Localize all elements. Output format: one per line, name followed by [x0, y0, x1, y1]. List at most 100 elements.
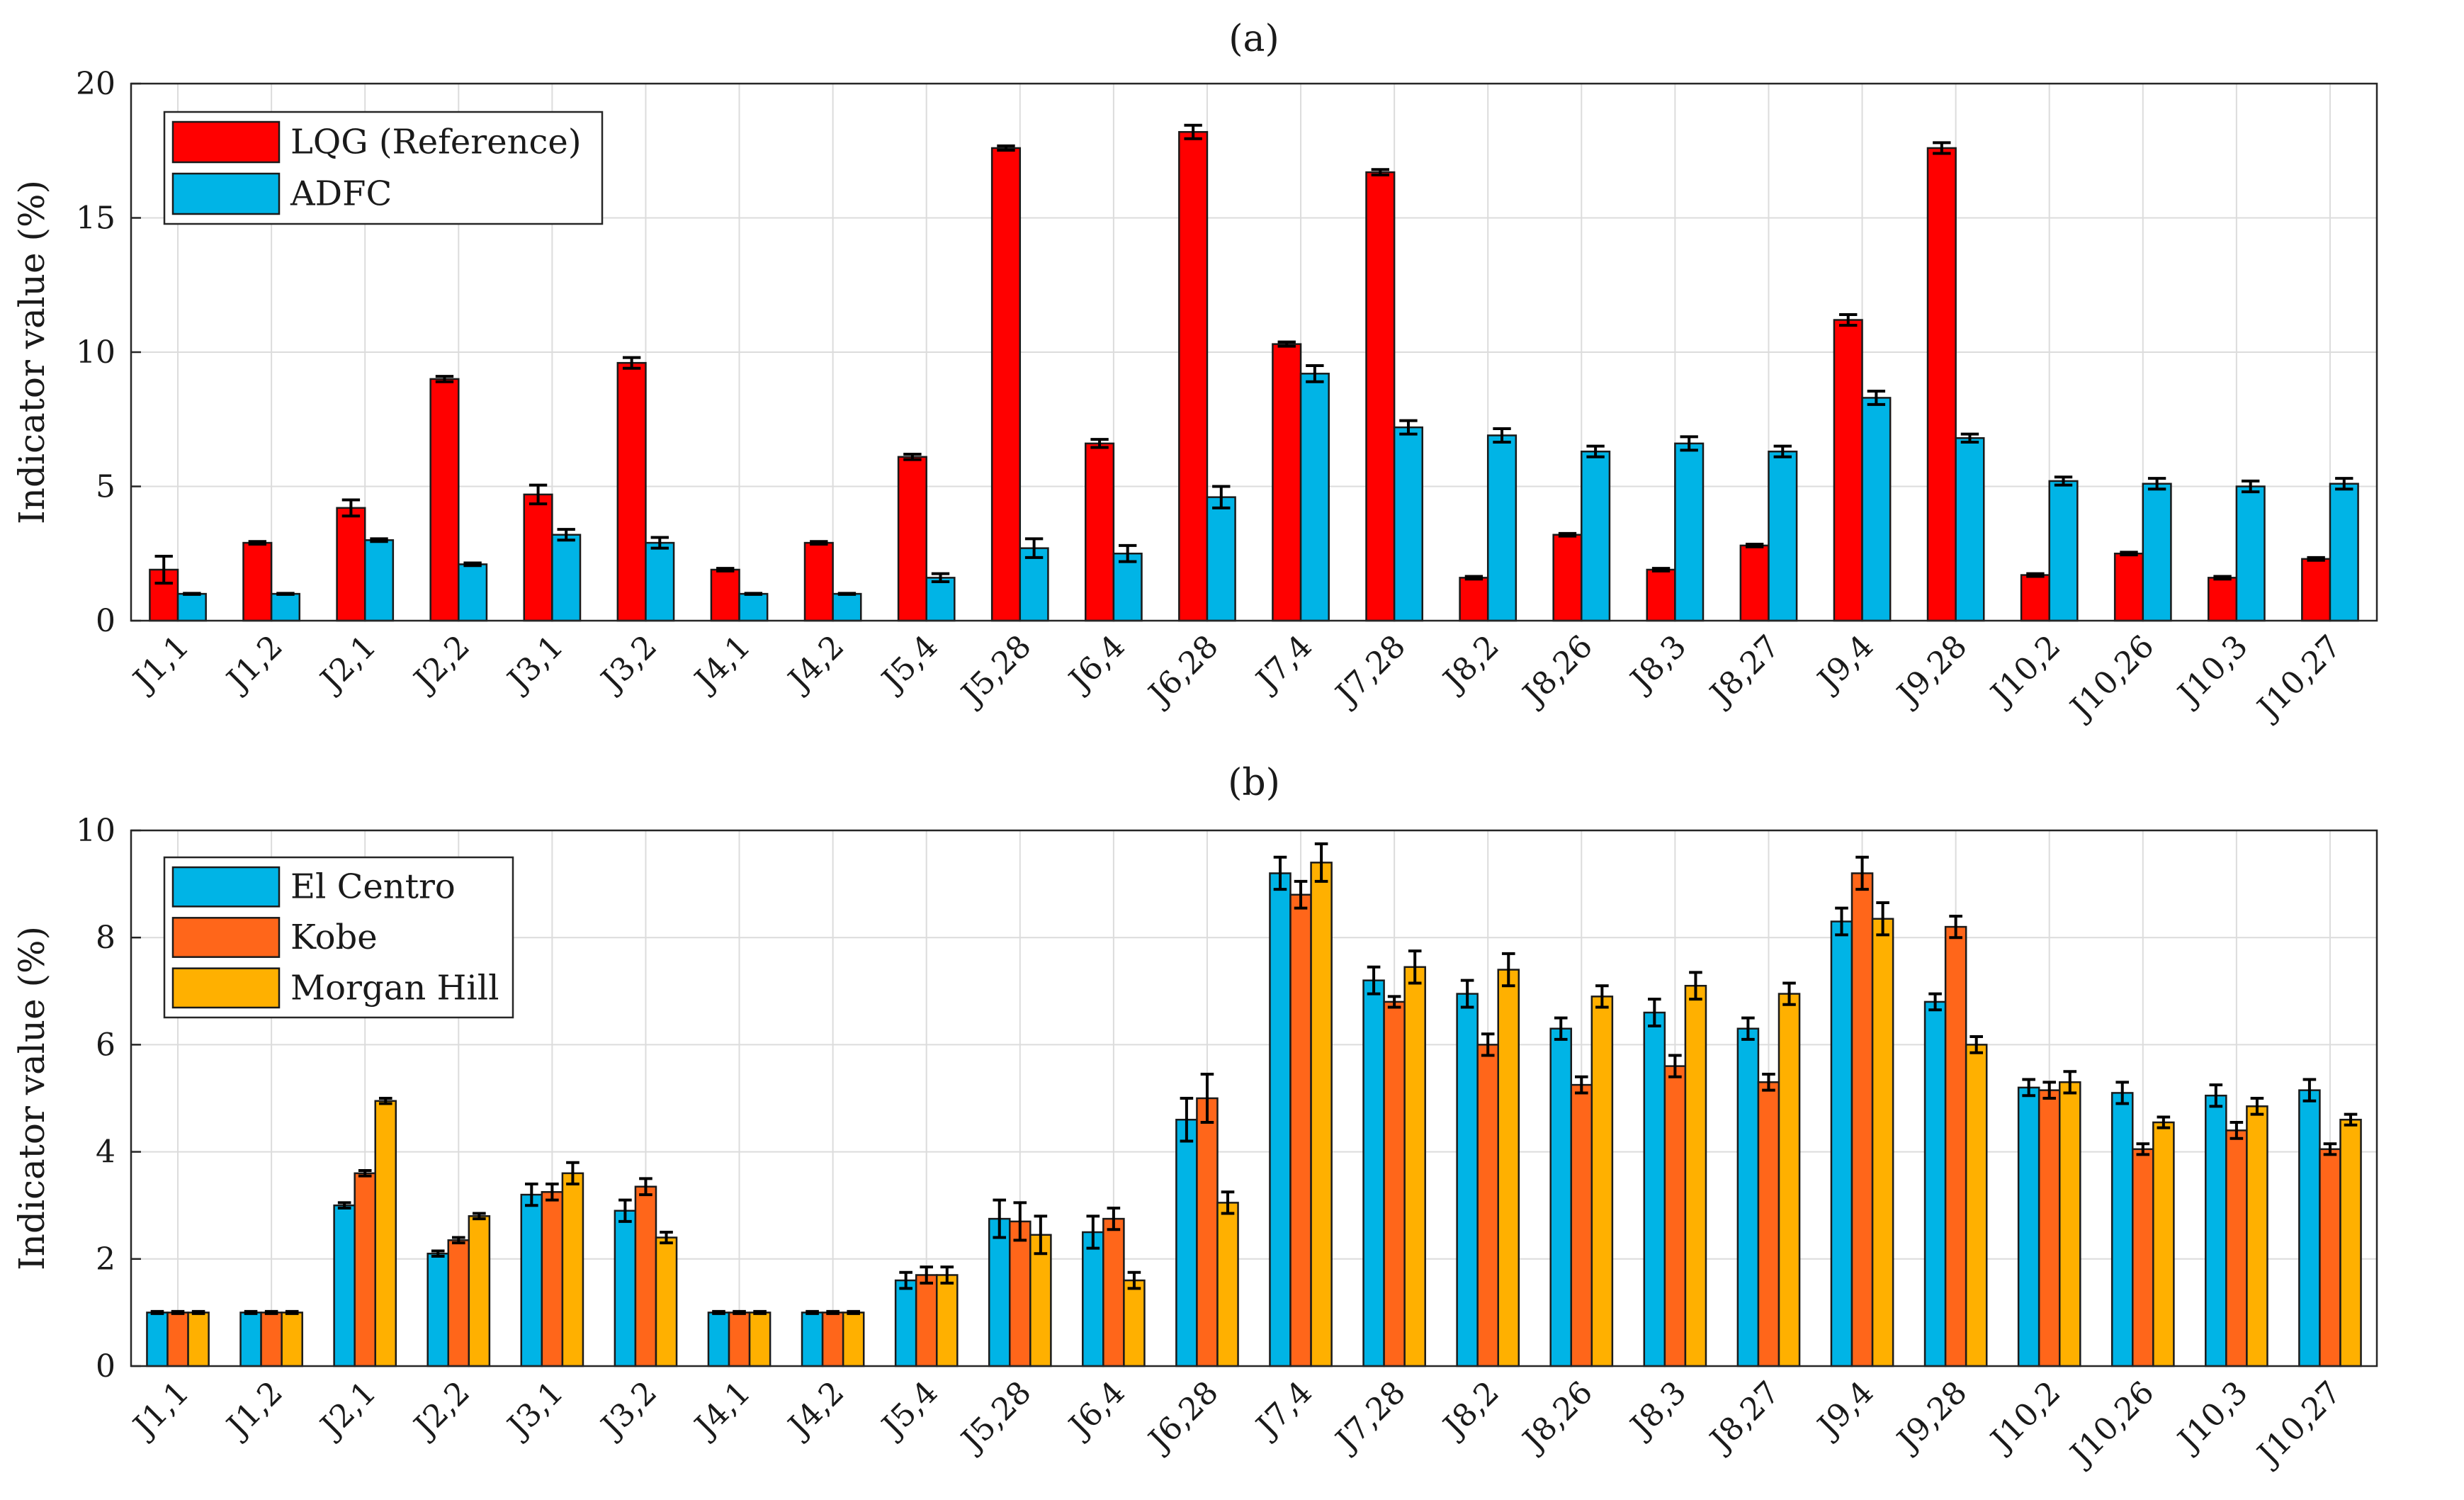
- chart-title: (a): [1228, 18, 1279, 60]
- legend-label: ADFC: [290, 174, 392, 214]
- bar: [1830, 920, 1853, 1368]
- bar: [616, 361, 647, 622]
- y-tick-label: 4: [96, 1134, 115, 1171]
- x-tick-label: J10,3: [2169, 1375, 2255, 1460]
- bar: [1674, 442, 1705, 622]
- bar: [2048, 480, 2079, 622]
- bar: [655, 1236, 678, 1368]
- legend-label: El Centro: [290, 867, 456, 907]
- x-tick-label: J4,2: [780, 628, 852, 700]
- bar: [1581, 450, 1611, 622]
- bar: [990, 147, 1022, 622]
- bar: [551, 534, 582, 622]
- x-tick-label: J10,2: [1982, 1375, 2068, 1460]
- chart-panel-b: 0 2 4 6 8 10 J1,1 J1,2 J2,1 J2,2 J3,1 J3,2 J4,1 J4,2 J…: [11, 762, 2378, 1474]
- bar: [1739, 544, 1770, 622]
- bar: [2142, 483, 2172, 622]
- y-tick-label: 20: [76, 66, 115, 102]
- legend-label: Kobe: [290, 918, 378, 957]
- legend-label: LQG (Reference): [290, 123, 582, 162]
- bar: [270, 592, 300, 622]
- bar: [1196, 1097, 1219, 1368]
- bar: [447, 1239, 470, 1368]
- bar: [1552, 534, 1583, 622]
- bar: [1646, 568, 1676, 622]
- y-tick-label: 8: [96, 920, 115, 956]
- bar: [458, 563, 488, 622]
- x-tick-label: J3,2: [592, 1375, 664, 1446]
- bar: [1861, 397, 1892, 622]
- plot-frame: [130, 82, 2378, 622]
- bar: [1178, 130, 1209, 622]
- x-tick-label: J8,27: [1702, 1375, 1787, 1460]
- bar: [2205, 1094, 2227, 1368]
- bar: [1590, 996, 1614, 1368]
- bar: [1009, 1220, 1032, 1368]
- bar: [1085, 442, 1115, 622]
- x-tick-label: J8,2: [1435, 1375, 1506, 1446]
- bar: [1955, 437, 1985, 622]
- bar: [2301, 558, 2332, 622]
- bar: [748, 1312, 772, 1368]
- x-tick-label: J9,4: [1809, 1375, 1880, 1446]
- bar: [1757, 1081, 1780, 1368]
- bar: [1923, 1000, 1947, 1368]
- bar: [614, 1209, 637, 1368]
- x-tick-label: J4,1: [686, 1375, 757, 1446]
- x-tick-label: J10,27: [2249, 1375, 2348, 1474]
- bar: [710, 568, 740, 622]
- bar: [1768, 450, 1798, 622]
- y-tick-label: 2: [96, 1241, 115, 1278]
- bar: [707, 1312, 730, 1368]
- bar: [1289, 893, 1312, 1368]
- x-tick-label: J1,2: [218, 1375, 290, 1446]
- x-tick-label: J5,4: [874, 628, 945, 700]
- bar: [2152, 1121, 2175, 1368]
- bar: [333, 1204, 356, 1368]
- y-axis-title: Indicator value (%): [11, 926, 52, 1270]
- chart-panel-a: 0 5 10 15 20 J1,1 J1,2 J2,1 J2,2 J3,1 J3,2 J4,1 J4,2…: [11, 18, 2378, 728]
- bar: [1944, 925, 1967, 1368]
- bar: [897, 456, 927, 622]
- y-tick-label: 0: [96, 1348, 115, 1385]
- x-tick-label: J7,4: [1248, 628, 1319, 700]
- bar: [738, 592, 769, 622]
- bar: [645, 541, 675, 622]
- x-tick-label: J2,2: [405, 1375, 477, 1446]
- bar: [1383, 1000, 1406, 1368]
- bar: [2017, 1086, 2040, 1368]
- y-tick-label: 6: [96, 1027, 115, 1063]
- bar: [832, 592, 862, 622]
- bar: [1112, 553, 1143, 622]
- bar: [2246, 1105, 2268, 1368]
- bar: [1102, 1217, 1125, 1368]
- bar: [1393, 426, 1423, 622]
- y-axis-title: Indicator value (%): [11, 180, 52, 524]
- bar: [935, 1274, 959, 1368]
- legend-swatch: [171, 120, 281, 164]
- bar: [1663, 1065, 1687, 1368]
- bar: [176, 592, 207, 622]
- legend-swatch: [171, 917, 281, 958]
- x-tick-label: J7,28: [1327, 628, 1413, 714]
- bar: [523, 493, 553, 622]
- bar: [1833, 319, 1863, 622]
- bar: [1684, 984, 1707, 1368]
- bar: [1965, 1044, 1988, 1368]
- bar: [2058, 1081, 2081, 1368]
- bar: [2298, 1089, 2321, 1368]
- legend-label: Morgan Hill: [290, 968, 499, 1008]
- x-tick-label: J8,26: [1514, 628, 1600, 714]
- bar: [1206, 496, 1236, 622]
- x-tick-label: J1,2: [218, 628, 290, 700]
- bar: [925, 577, 956, 622]
- bar: [803, 541, 834, 622]
- bar: [1082, 1231, 1104, 1368]
- y-tick-label: 15: [76, 201, 115, 237]
- bar: [242, 541, 273, 622]
- bar: [1549, 1027, 1573, 1368]
- x-tick-label: J5,4: [874, 1375, 945, 1446]
- legend: El Centro Kobe Morgan Hill: [163, 856, 514, 1019]
- bar: [2235, 485, 2266, 622]
- legend-swatch: [171, 967, 281, 1009]
